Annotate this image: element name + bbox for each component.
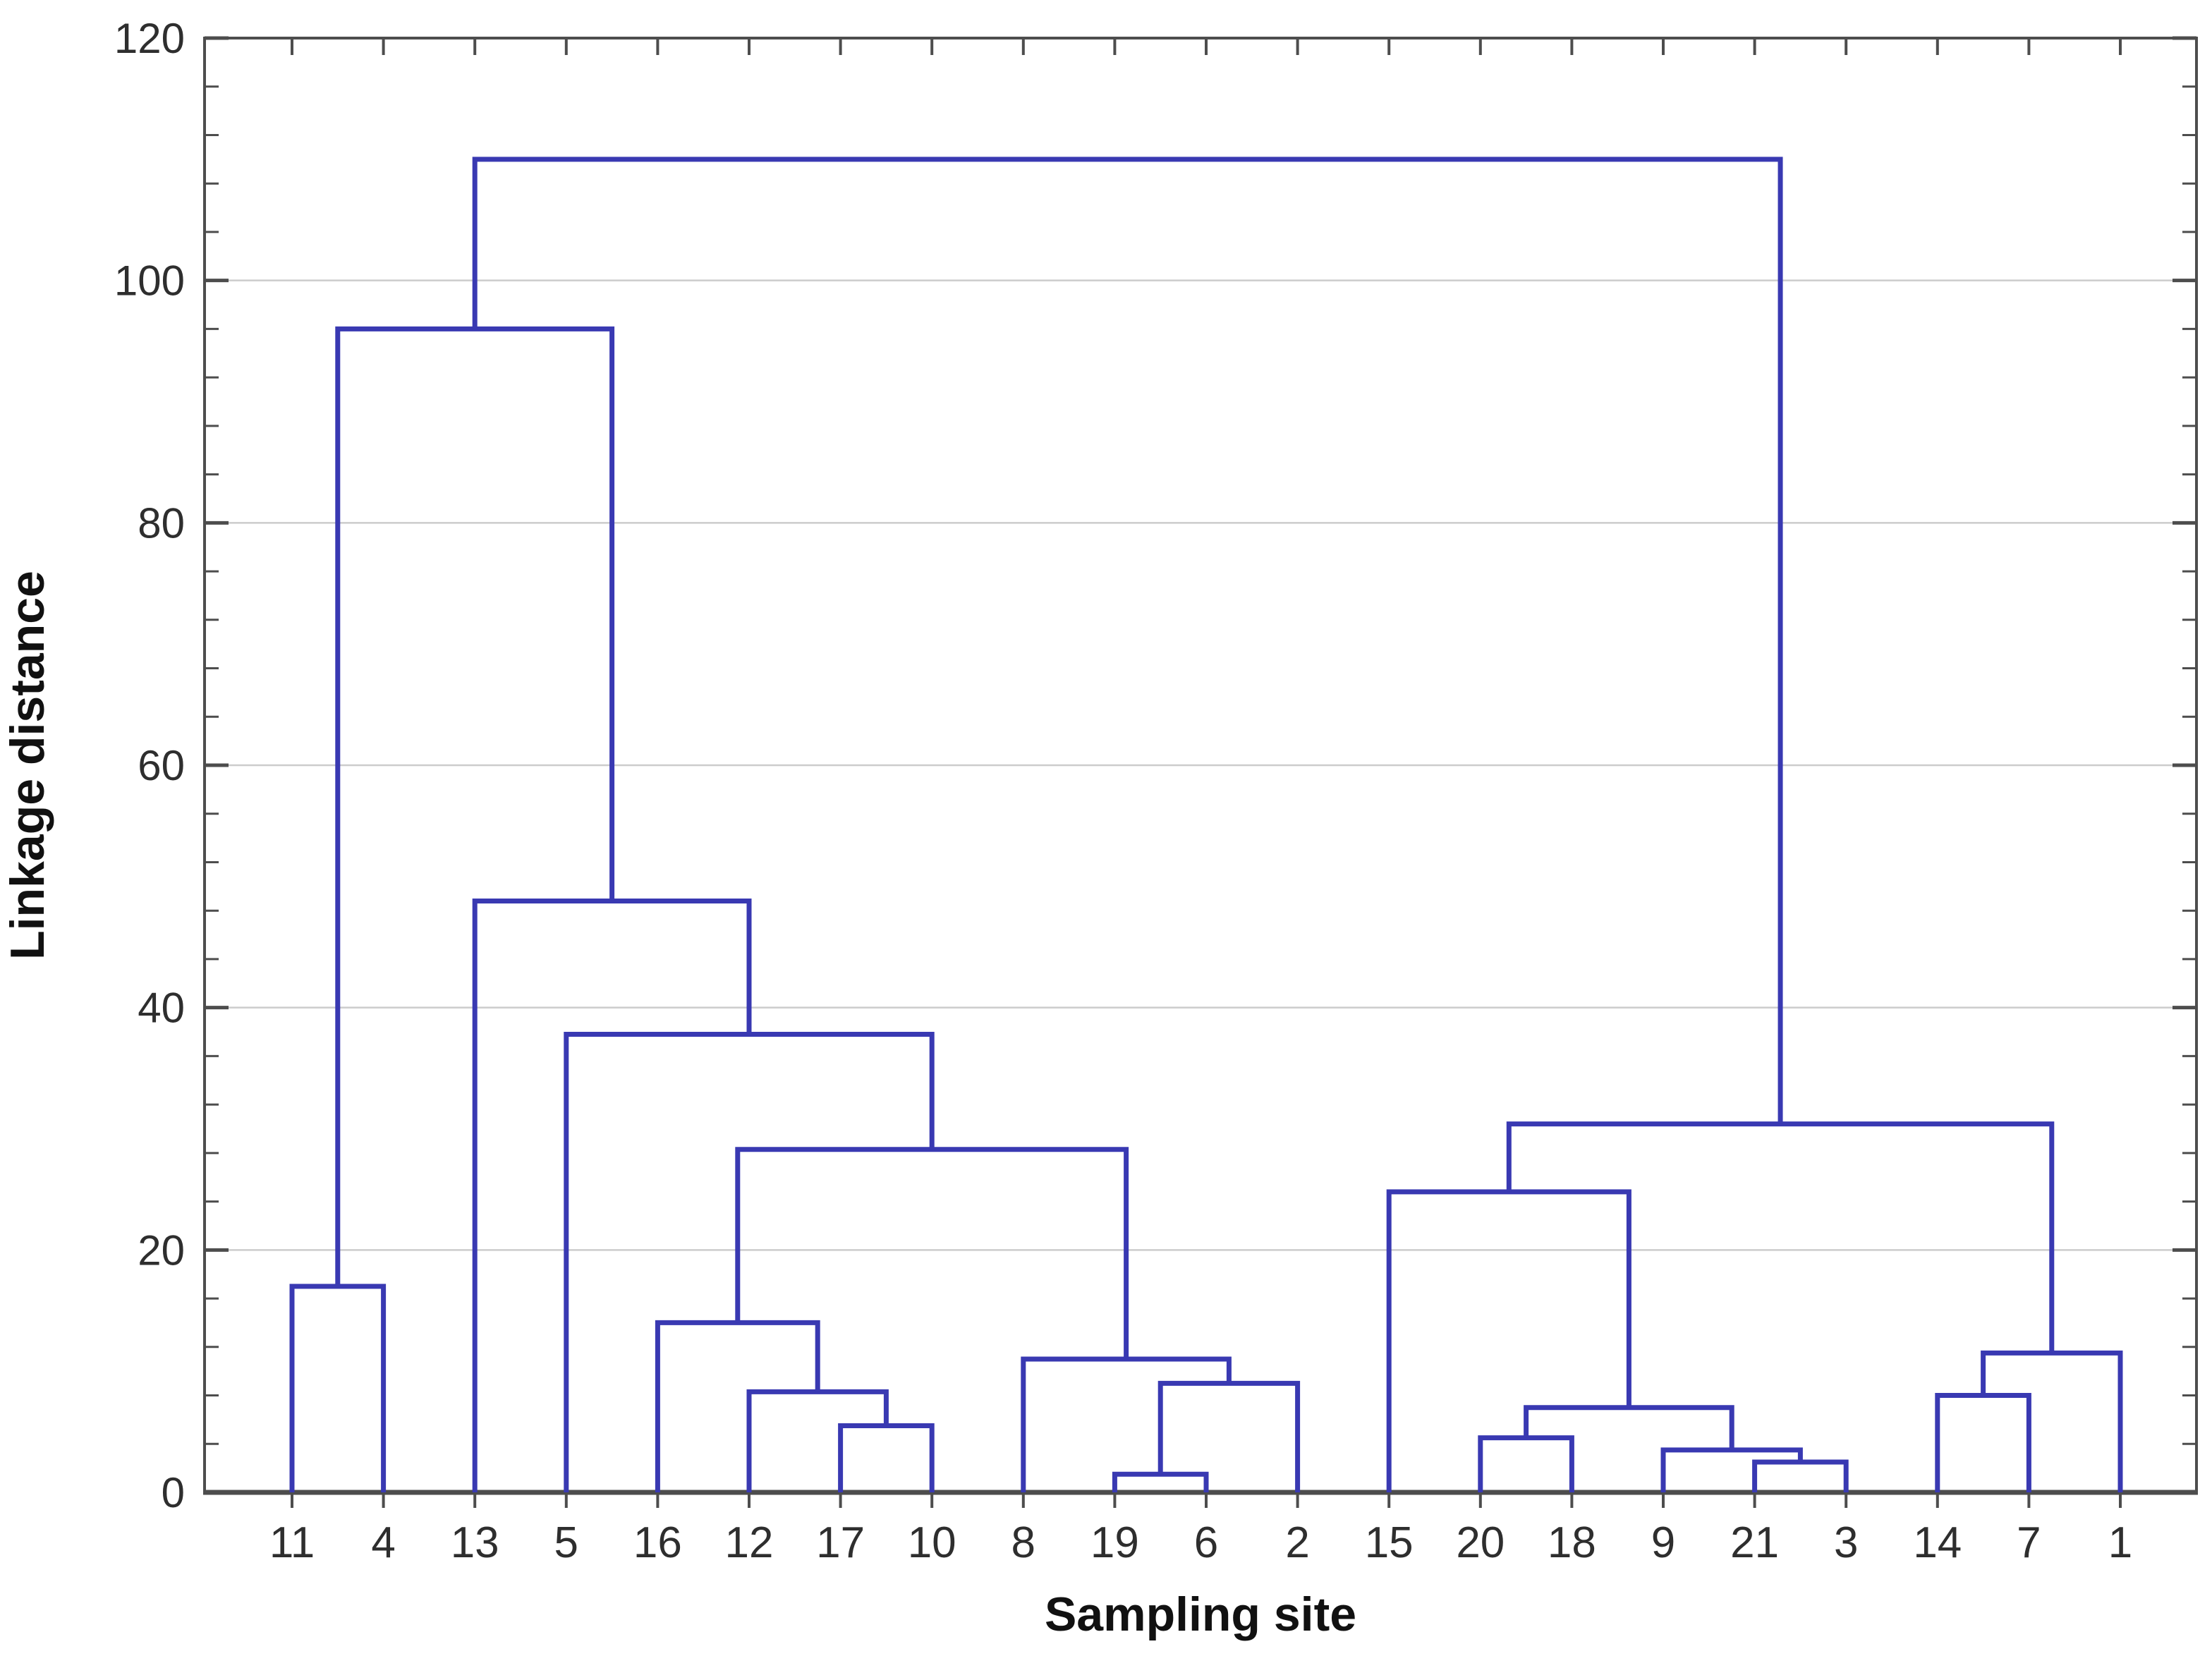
x-leaf-label: 4: [371, 1518, 395, 1567]
x-leaf-label: 14: [1913, 1518, 1962, 1567]
x-leaf-label: 18: [1548, 1518, 1596, 1567]
x-leaf-label: 1: [2108, 1518, 2132, 1567]
dendrogram-link: [746, 1389, 889, 1492]
x-leaf-label: 2: [1285, 1518, 1309, 1567]
y-tick-label: 60: [138, 742, 185, 789]
x-leaf-label: 13: [451, 1518, 499, 1567]
x-leaf-label: 9: [1651, 1518, 1675, 1567]
x-leaf-label: 20: [1456, 1518, 1505, 1567]
y-tick-label: 20: [138, 1226, 185, 1274]
dendrogram-link: [1506, 1121, 2055, 1353]
y-tick-label: 120: [114, 15, 185, 62]
x-leaf-label: 7: [2017, 1518, 2041, 1567]
dendrogram-link: [1660, 1447, 1803, 1492]
x-leaf-label: 21: [1730, 1518, 1779, 1567]
x-leaf-label: 11: [269, 1518, 315, 1567]
dendrogram-link: [1524, 1405, 1734, 1450]
y-tick-label: 40: [138, 985, 185, 1032]
x-leaf-label: 19: [1090, 1518, 1139, 1567]
x-leaf-label: 10: [908, 1518, 956, 1567]
y-axis-title: Linkage distance: [1, 571, 54, 960]
dendrogram-link: [1112, 1471, 1209, 1492]
x-leaf-label: 5: [554, 1518, 578, 1567]
x-leaf-label: 8: [1011, 1518, 1035, 1567]
x-leaf-label: 6: [1194, 1518, 1218, 1567]
y-tick-label: 0: [162, 1469, 185, 1516]
x-leaf-label: 16: [633, 1518, 682, 1567]
x-leaf-label: 15: [1365, 1518, 1414, 1567]
x-axis-title: Sampling site: [1045, 1588, 1356, 1641]
y-tick-label: 80: [138, 499, 185, 547]
dendrogram-link: [1478, 1435, 1574, 1492]
y-tick-label: 100: [114, 257, 185, 305]
x-leaf-label: 12: [725, 1518, 774, 1567]
dendrogram-link: [472, 157, 1783, 1124]
x-leaf-label: 3: [1834, 1518, 1858, 1567]
x-leaf-label: 17: [816, 1518, 865, 1567]
